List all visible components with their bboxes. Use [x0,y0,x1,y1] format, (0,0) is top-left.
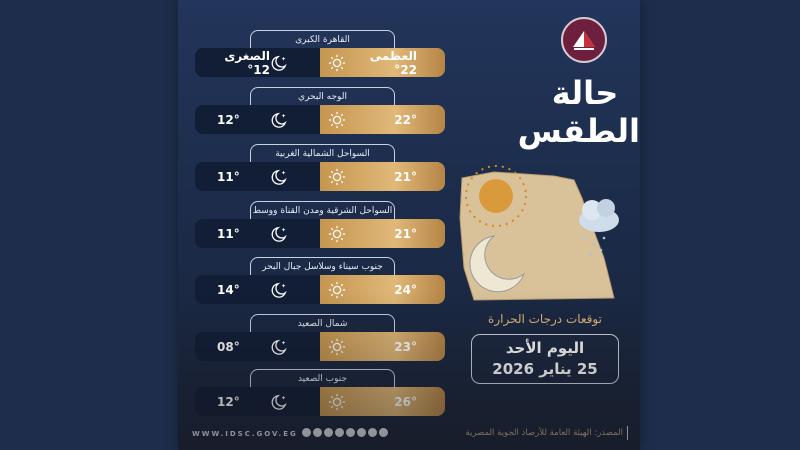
night-section: 12° [195,387,320,416]
moon-star-icon [270,281,288,299]
sun-icon [328,338,346,356]
day-section: 21° [320,219,445,248]
region-name: السواحل الشرقية ومدن القناة ووسط سيناء [250,201,395,234]
title-line-1: حالة [551,74,619,112]
region-name: جنوب سيناء وسلاسل جبال البحر الأحمر [250,257,395,290]
region-name: الوجه البحري [250,87,395,107]
source-note: المصدر: الهيئة العامة للأرصاد الجوية الم… [423,426,628,440]
temperature-bar: 11° 21° [195,219,445,248]
min-temperature: الصغرى 12° [224,48,270,77]
min-temperature: 11° [217,226,240,241]
whatsapp-icon[interactable] [368,428,377,437]
night-section: 12° [195,105,320,134]
region-row: الوجه البحري 12° 22° [195,87,445,137]
temperature-bar: 12° 22° [195,105,445,134]
max-temperature: 21° [394,169,417,184]
night-section: 11° [195,162,320,191]
min-temperature: 12° [217,394,240,409]
region-name: جنوب الصعيد [250,369,395,389]
sun-icon [328,111,346,129]
weather-infographic: القاهرة الكبرى الصغرى 12° العظمى 22° الو… [178,0,640,450]
max-temperature: 24° [394,282,417,297]
instagram-icon[interactable] [324,428,333,437]
min-temperature: 14° [217,282,240,297]
tiktok-icon[interactable] [379,428,388,437]
facebook-icon[interactable] [302,428,311,437]
region-row: القاهرة الكبرى الصغرى 12° العظمى 22° [195,30,445,80]
temperature-bar: 12° 26° [195,387,445,416]
night-section: 08° [195,332,320,361]
page-title: حالة الطقس [517,74,640,150]
region-row: السواحل الشرقية ومدن القناة ووسط سيناء 1… [195,201,445,251]
day-section: 22° [320,105,445,134]
forecast-subtitle: توقعات درجات الحرارة [488,312,602,326]
moon-star-icon [270,54,288,72]
max-temperature: 26° [394,394,417,409]
sun-icon [328,168,346,186]
region-row: شمال الصعيد 08° 23° [195,314,445,364]
max-temperature: 21° [394,226,417,241]
temperature-bar: 14° 24° [195,275,445,304]
region-name: القاهرة الكبرى [250,30,395,50]
max-temperature: 22° [394,112,417,127]
max-temperature: 23° [394,339,417,354]
region-row: السواحل الشمالية الغربية 11° 21° [195,144,445,194]
region-row: جنوب الصعيد 12° 26° [195,369,445,419]
egypt-map-illustration [459,165,619,301]
min-temperature: 12° [217,112,240,127]
temperature-bar: الصغرى 12° العظمى 22° [195,48,445,77]
day-section: 26° [320,387,445,416]
pyramid-logo-icon [573,31,595,50]
region-name: السواحل الشمالية الغربية [250,144,395,164]
day-section: 23° [320,332,445,361]
linkedin-icon[interactable] [346,428,355,437]
day-section: 24° [320,275,445,304]
moon-star-icon [270,168,288,186]
date-day: اليوم الأحد [505,339,585,357]
date-box: اليوم الأحد 25 يناير 2026 [471,334,619,384]
moon-star-icon [270,393,288,411]
night-section: 11° [195,219,320,248]
temperature-bar: 08° 23° [195,332,445,361]
temperature-bar: 11° 21° [195,162,445,191]
moon-star-icon [270,111,288,129]
night-section: الصغرى 12° [195,48,320,77]
region-name: شمال الصعيد [250,314,395,334]
website-link[interactable]: WWW.IDSC.GOV.EG [192,430,298,438]
sun-icon [328,225,346,243]
max-temperature: العظمى 22° [369,48,417,77]
telegram-icon[interactable] [357,428,366,437]
night-section: 14° [195,275,320,304]
region-row: جنوب سيناء وسلاسل جبال البحر الأحمر 14° … [195,257,445,307]
min-temperature: 11° [217,169,240,184]
crescent-moon-illustration-icon [469,235,526,293]
sun-illustration-icon [465,165,527,227]
social-icons [302,428,388,437]
sun-icon [328,393,346,411]
moon-star-icon [270,338,288,356]
day-section: العظمى 22° [320,48,445,77]
day-section: 21° [320,162,445,191]
twitter-icon[interactable] [313,428,322,437]
moon-star-icon [270,225,288,243]
idsc-logo [561,17,607,63]
rain-cloud-illustration-icon [579,199,619,256]
sun-icon [328,54,346,72]
sun-icon [328,281,346,299]
min-temperature: 08° [217,339,240,354]
youtube-icon[interactable] [335,428,344,437]
title-line-2: الطقس [517,112,640,150]
date-full: 25 يناير 2026 [492,360,598,378]
